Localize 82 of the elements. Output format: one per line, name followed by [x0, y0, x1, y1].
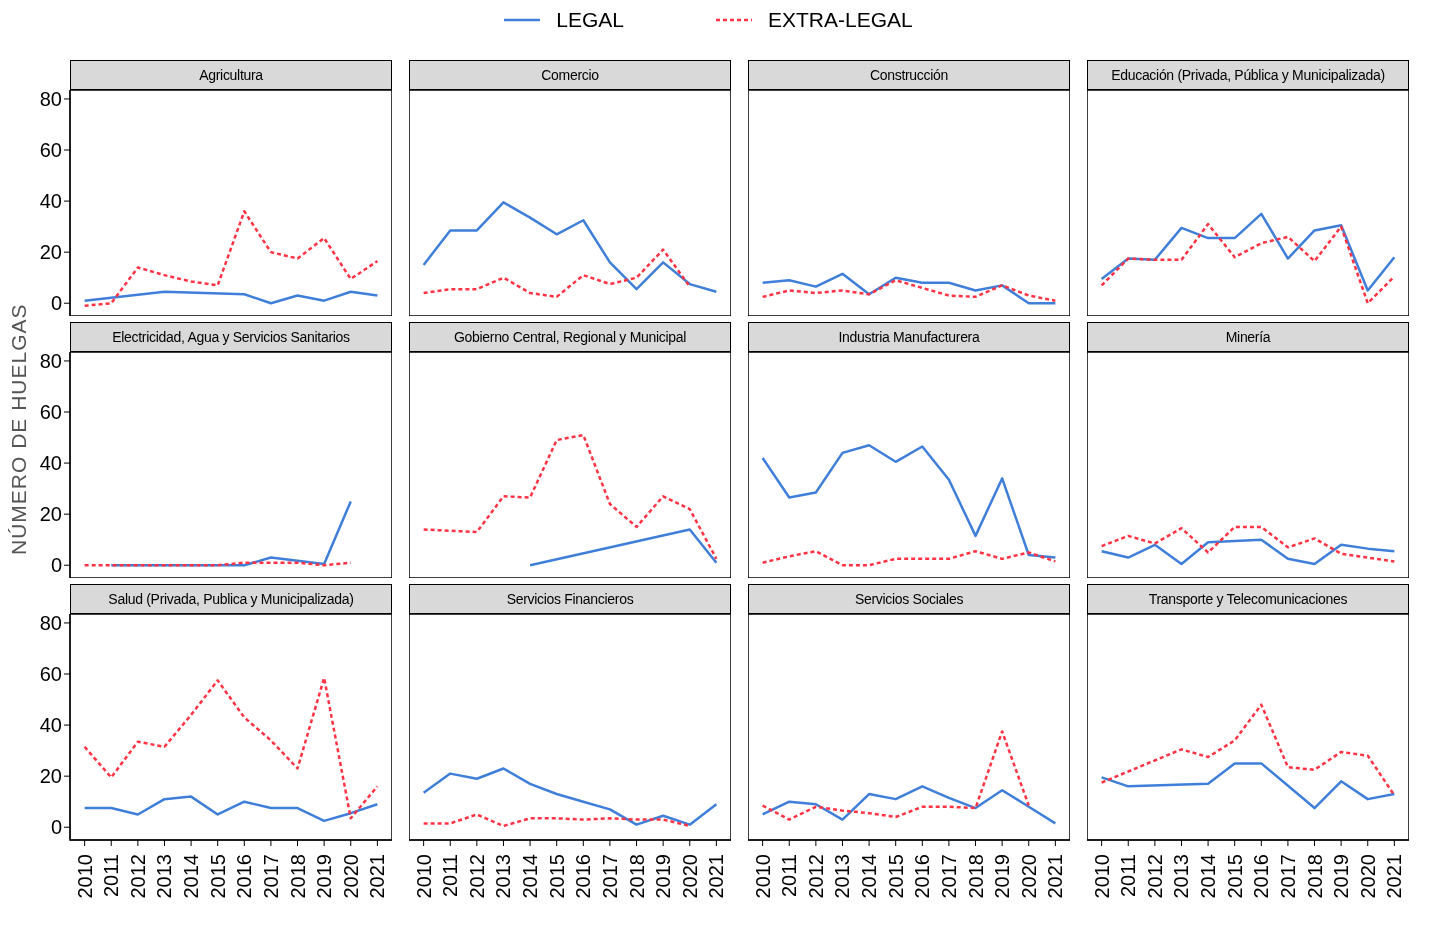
x-tick-label: 2017 [937, 854, 960, 899]
y-tick-label: 60 [39, 401, 62, 424]
x-tick-label: 2016 [1250, 854, 1273, 899]
x-tick-label: 2015 [1223, 854, 1246, 899]
x-tick-label: 2011 [100, 854, 123, 898]
y-tick-label: 80 [39, 612, 62, 635]
chart-title: Industria Manufacturera [748, 322, 1070, 352]
x-tick-label: 2021 [705, 854, 728, 899]
x-tick-label: 2012 [465, 854, 488, 899]
legend-label: EXTRA-LEGAL [768, 8, 913, 32]
y-tick-label: 0 [50, 554, 62, 577]
x-tick-label: 2017 [598, 854, 621, 899]
y-tick-label: 80 [39, 350, 62, 373]
x-tick-label: 2015 [206, 854, 229, 899]
chart-title: Construcción [748, 60, 1070, 90]
x-tick-label: 2021 [1383, 854, 1406, 899]
y-tick-label: 40 [39, 190, 62, 213]
line-series [83, 676, 379, 820]
x-tick-label: 2019 [652, 854, 675, 899]
chart-title: Minería [1087, 322, 1409, 352]
x-tick-label: 2010 [751, 854, 774, 899]
x-tick-label: 2013 [1170, 854, 1193, 899]
x-tick-label: 2012 [1143, 854, 1166, 899]
chart-title: Electricidad, Agua y Servicios Sanitarios [70, 322, 392, 352]
x-tick-label: 2019 [1330, 854, 1353, 899]
x-tick-label: 2013 [492, 854, 515, 899]
y-tick-label: 20 [39, 765, 62, 788]
x-tick-label: 2018 [625, 854, 648, 899]
x-tick-label: 2011 [778, 854, 801, 898]
x-tick-label: 2015 [884, 854, 907, 899]
line-series [83, 210, 379, 308]
y-axis-title: NÚMERO DE HUELGAS [7, 303, 31, 555]
y-tick-label: 0 [50, 816, 62, 839]
x-tick-label: 2019 [991, 854, 1014, 899]
y-tick-label: 0 [50, 292, 62, 315]
x-tick-label: 2020 [339, 854, 362, 899]
x-tick-label: 2014 [180, 854, 203, 899]
x-tick-label: 2018 [964, 854, 987, 899]
x-tick-label: 2021 [366, 854, 389, 899]
line-series [83, 290, 379, 305]
chart-title: Agricultura [70, 60, 392, 90]
x-tick-label: 2014 [1197, 854, 1220, 899]
x-tick-label: 2021 [1044, 854, 1067, 899]
x-tick-label: 2020 [1017, 854, 1040, 899]
x-tick-label: 2016 [911, 854, 934, 899]
x-tick-label: 2011 [1117, 854, 1140, 898]
x-tick-label: 2016 [233, 854, 256, 899]
x-tick-label: 2010 [412, 854, 435, 899]
y-tick-label: 20 [39, 503, 62, 526]
y-tick-label: 20 [39, 241, 62, 264]
x-tick-label: 2014 [858, 854, 881, 899]
chart-title: Servicios Financieros [409, 584, 731, 614]
y-tick-label: 60 [39, 663, 62, 686]
x-tick-label: 2013 [153, 854, 176, 899]
chart-title: Comercio [409, 60, 731, 90]
x-tick-label: 2017 [1276, 854, 1299, 899]
x-tick-label: 2012 [126, 854, 149, 899]
chart-title: Educación (Privada, Pública y Municipalizada) [1087, 60, 1409, 90]
y-tick-label: 80 [39, 88, 62, 111]
x-tick-label: 2019 [313, 854, 336, 899]
chart-title: Servicios Sociales [748, 584, 1070, 614]
legend-label: LEGAL [556, 8, 624, 32]
chart-title: Gobierno Central, Regional y Municipal [409, 322, 731, 352]
x-tick-label: 2018 [286, 854, 309, 899]
x-tick-label: 2012 [804, 854, 827, 899]
x-tick-label: 2011 [439, 854, 462, 898]
x-tick-label: 2010 [73, 854, 96, 899]
chart-title: Salud (Privada, Publica y Municipalizada) [70, 584, 392, 614]
y-tick-label: 40 [39, 452, 62, 475]
x-tick-label: 2017 [259, 854, 282, 899]
x-tick-label: 2016 [572, 854, 595, 899]
line-series [83, 795, 379, 823]
x-tick-label: 2020 [678, 854, 701, 899]
x-tick-label: 2013 [831, 854, 854, 899]
chart-title: Transporte y Telecomunicaciones [1087, 584, 1409, 614]
x-tick-label: 2010 [1090, 854, 1113, 899]
x-tick-label: 2014 [519, 854, 542, 899]
x-tick-label: 2020 [1356, 854, 1379, 899]
y-tick-label: 40 [39, 714, 62, 737]
x-tick-label: 2018 [1303, 854, 1326, 899]
x-tick-label: 2015 [545, 854, 568, 899]
y-tick-label: 60 [39, 139, 62, 162]
